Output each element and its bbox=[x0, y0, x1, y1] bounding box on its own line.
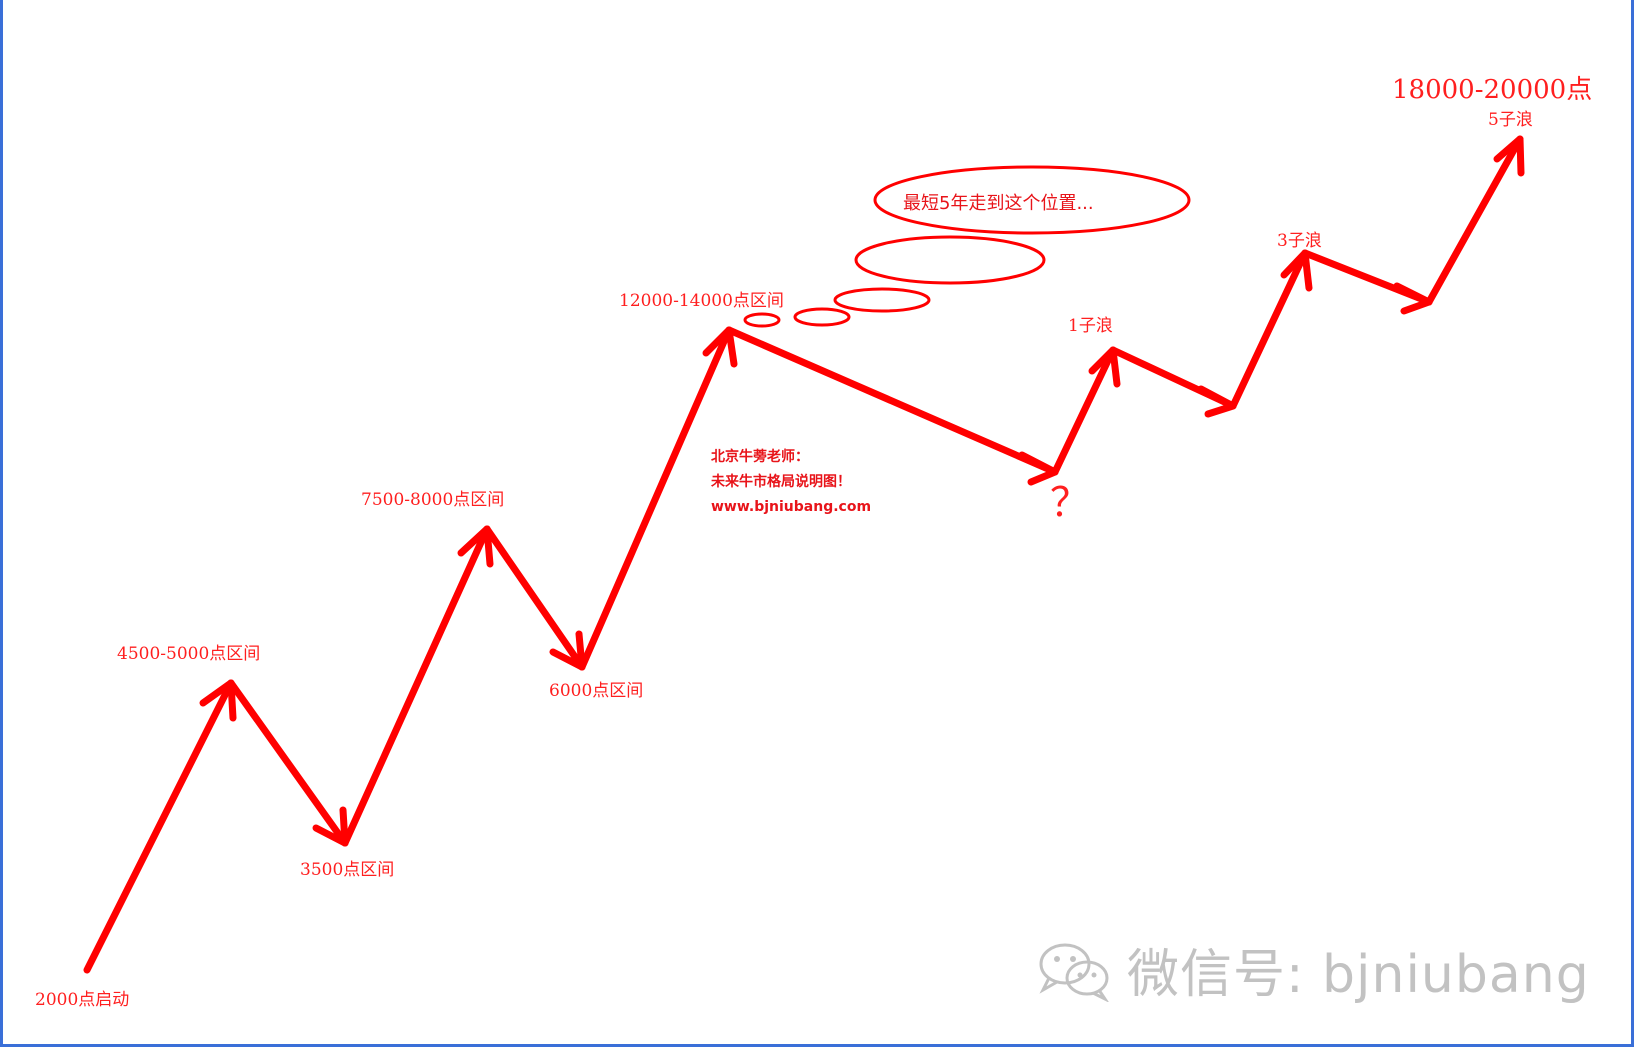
author-note: 北京牛蒡老师： 未来牛市格局说明图！ www.bjniubang.com bbox=[711, 445, 871, 520]
label-peak-3: 12000-14000点区间 bbox=[619, 291, 784, 311]
watermark-text: 微信号: bjniubang bbox=[1127, 945, 1590, 1005]
subwave-5-arrowhead bbox=[1493, 135, 1525, 177]
window-frame-bottom bbox=[0, 1044, 1634, 1047]
wave-5-arrow bbox=[578, 326, 733, 671]
label-peak-1: 4500-5000点区间 bbox=[117, 644, 261, 664]
label-subwave-3: 3子浪 bbox=[1277, 231, 1322, 251]
thought-bubble-2 bbox=[793, 307, 851, 327]
correction-arrow bbox=[725, 326, 1059, 476]
wave-4-arrow bbox=[483, 525, 586, 671]
label-peak-2: 7500-8000点区间 bbox=[361, 490, 505, 510]
label-subwave-1: 1子浪 bbox=[1068, 316, 1113, 336]
thought-bubble-main bbox=[873, 165, 1191, 235]
wechat-icon bbox=[1039, 943, 1109, 1002]
subwave-5-arrow bbox=[1425, 135, 1524, 306]
question-mark: ？ bbox=[1050, 480, 1090, 526]
label-trough-2: 6000点区间 bbox=[549, 681, 644, 701]
author-note-line-2: 未来牛市格局说明图！ bbox=[711, 474, 851, 490]
subwave-3-arrow bbox=[1229, 249, 1309, 410]
author-note-line-1: 北京牛蒡老师： bbox=[711, 449, 809, 465]
wave-3-arrow bbox=[341, 525, 491, 847]
author-note-line-3: www.bjniubang.com bbox=[711, 499, 872, 515]
bubble-text: 最短5年走到这个位置... bbox=[903, 193, 1094, 214]
thought-bubble-3 bbox=[833, 287, 931, 313]
label-trough-1: 3500点区间 bbox=[300, 860, 395, 880]
window-frame-right bbox=[1631, 0, 1634, 1047]
label-start: 2000点启动 bbox=[35, 990, 130, 1010]
thought-bubble-4 bbox=[854, 235, 1046, 285]
watermark: 微信号: bjniubang bbox=[1035, 932, 1590, 1007]
wave-2-arrow bbox=[227, 679, 349, 847]
wave-1-arrow bbox=[83, 679, 235, 974]
window-frame-left bbox=[0, 0, 3, 1047]
subwave-1-arrow bbox=[1051, 346, 1117, 476]
label-target: 18000-20000点 bbox=[1392, 75, 1593, 105]
thought-bubble-1 bbox=[743, 312, 781, 328]
label-subwave-5: 5子浪 bbox=[1488, 110, 1533, 130]
